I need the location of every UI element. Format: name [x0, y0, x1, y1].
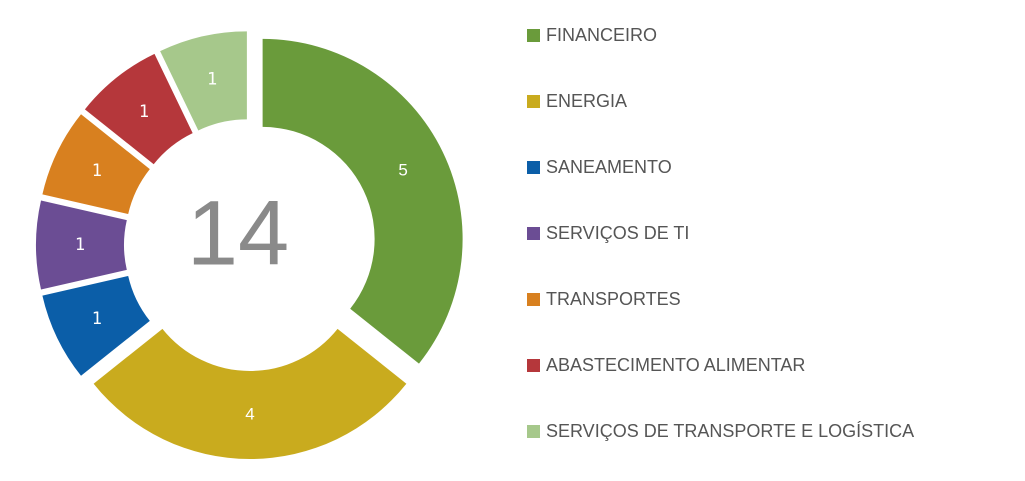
donut-slice: [42, 275, 150, 376]
donut-slice: [160, 31, 247, 131]
legend-label: ABASTECIMENTO ALIMENTAR: [546, 355, 805, 375]
donut-slice: [262, 38, 463, 364]
legend-label: SERVIÇOS DE TRANSPORTE E LOGÍSTICA: [546, 421, 914, 441]
legend-swatch: [527, 227, 540, 240]
slice-label: 1: [139, 102, 149, 122]
legend-swatch: [527, 293, 540, 306]
slice-label: 1: [207, 69, 217, 89]
legend-label: FINANCEIRO: [546, 25, 657, 45]
donut-slice: [84, 53, 193, 165]
legend-swatch: [527, 161, 540, 174]
slice-label: 1: [92, 309, 102, 329]
legend-swatch: [527, 95, 540, 108]
slice-label: 4: [245, 404, 254, 423]
legend-swatch: [527, 29, 540, 42]
slice-label: 1: [92, 161, 102, 181]
legend-label: TRANSPORTES: [546, 289, 681, 309]
legend-swatch: [527, 359, 540, 372]
legend-label: SERVIÇOS DE TI: [546, 223, 689, 243]
donut-slice: [35, 200, 127, 290]
legend-swatch: [527, 425, 540, 438]
slice-label: 1: [75, 235, 85, 255]
center-total: 14: [187, 182, 289, 284]
donut-slice: [42, 114, 150, 215]
legend-label: ENERGIA: [546, 91, 627, 111]
legend-label: SANEAMENTO: [546, 157, 672, 177]
donut-slice: [93, 328, 407, 459]
slice-label: 5: [398, 161, 407, 180]
